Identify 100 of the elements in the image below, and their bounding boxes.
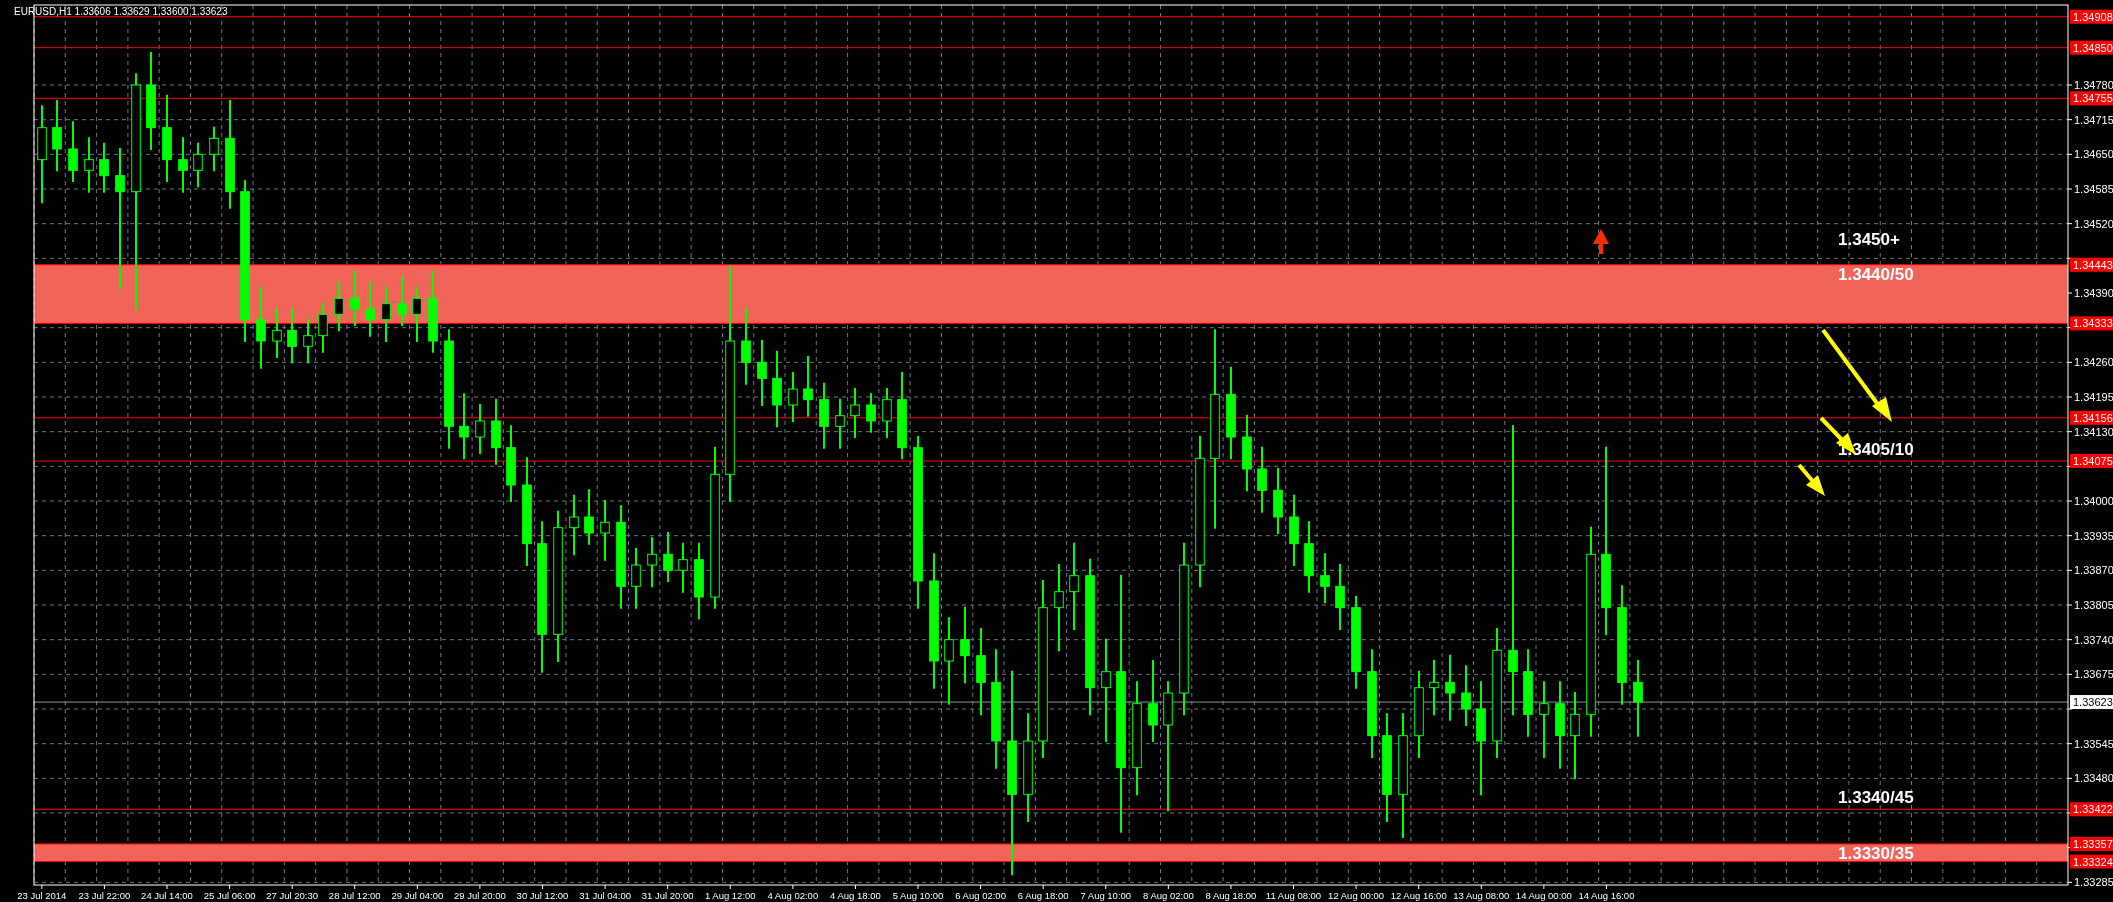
ref-line-label: 1.33623 [2073, 696, 2113, 709]
candlestick [84, 137, 94, 193]
candlestick [569, 494, 579, 556]
candlestick [866, 393, 876, 433]
y-tick-label: 1.33675 [2074, 668, 2113, 681]
candlestick [741, 308, 751, 385]
band-label: 1.3330/35 [1838, 843, 1914, 863]
candlestick [209, 126, 219, 172]
candlestick [178, 137, 188, 193]
candlestick [835, 398, 845, 449]
candlestick [1508, 425, 1518, 716]
candlestick [99, 142, 109, 193]
ref-line-label: 1.33357 [2073, 837, 2113, 850]
x-tick-label: 5 Aug 10:00 [892, 890, 944, 901]
x-tick-label: 11 Aug 08:00 [1265, 890, 1322, 901]
candlestick [757, 340, 767, 406]
x-tick-label: 14 Aug 16:00 [1578, 890, 1635, 901]
candlestick [334, 281, 344, 332]
y-tick-label: 1.34390 [2074, 287, 2113, 299]
x-tick-label: 12 Aug 16:00 [1390, 890, 1447, 901]
candlestick [272, 308, 282, 358]
x-tick-label: 30 Jul 12:00 [516, 890, 569, 901]
annotation: 1.3340/45 [1838, 788, 1914, 808]
annotation: 1.3405/10 [1838, 440, 1914, 459]
y-tick-label: 1.34780 [2074, 79, 2113, 91]
ref-line-label: 1.34156 [2073, 411, 2113, 424]
x-tick-label: 14 Aug 00:00 [1515, 890, 1572, 901]
candlestick [1429, 660, 1439, 716]
y-tick-label: 1.33935 [2074, 529, 2113, 542]
candlestick [631, 548, 641, 609]
candlestick [960, 606, 970, 684]
candlestick [256, 286, 266, 369]
y-tick-label: 1.34130 [2074, 425, 2113, 438]
ref-line-label: 1.34755 [2073, 92, 2113, 105]
x-tick-label: 29 Jul 04:00 [391, 890, 444, 901]
x-tick-label: 31 Jul 04:00 [579, 890, 631, 901]
x-tick-label: 25 Jul 06:00 [203, 890, 256, 901]
candlestick [678, 542, 688, 593]
candlestick [1054, 564, 1064, 652]
y-tick-label: 1.34715 [2074, 113, 2113, 126]
x-tick-label: 6 Aug 02:00 [955, 890, 1006, 901]
x-tick-label: 12 Aug 00:00 [1328, 890, 1385, 901]
ref-line-label: 1.33324 [2073, 855, 2113, 868]
candlestick [350, 270, 360, 326]
candlestick [1335, 564, 1345, 630]
ref-line-label: 1.34333 [2073, 317, 2113, 330]
candlestick [788, 372, 798, 422]
candlestick [412, 286, 422, 342]
x-tick-label: 29 Jul 20:00 [454, 890, 506, 901]
y-tick-label: 1.34585 [2074, 183, 2113, 195]
candlestick [381, 286, 391, 342]
candlestick [459, 393, 469, 460]
band-label: 1.3440/50 [1838, 264, 1914, 284]
candlestick [287, 308, 297, 364]
x-tick-label: 4 Aug 18:00 [830, 890, 881, 901]
ref-line-label: 1.34075 [2073, 455, 2113, 467]
x-tick-label: 1 Aug 12:00 [704, 890, 756, 901]
x-tick-label: 6 Aug 18:00 [1017, 890, 1069, 901]
chart-title: EURUSD,H1 1.33606 1.33629 1.33600 1.33623 [14, 6, 228, 17]
y-tick-label: 1.33285 [2074, 876, 2113, 889]
candlestick [600, 500, 610, 561]
ref-line-label: 1.34850 [2073, 41, 2113, 54]
y-tick-label: 1.34650 [2074, 148, 2113, 161]
x-tick-label: 8 Aug 02:00 [1142, 890, 1194, 901]
candlestick [663, 532, 673, 582]
candlestick [803, 356, 813, 417]
x-tick-label: 4 Aug 02:00 [767, 890, 819, 901]
candlestick [193, 142, 203, 188]
x-tick-label: 8 Aug 18:00 [1205, 890, 1257, 901]
x-tick-label: 7 Aug 10:00 [1080, 890, 1132, 901]
candlestick [1069, 542, 1079, 630]
y-tick-label: 1.33545 [2074, 737, 2113, 750]
candlestick [303, 318, 313, 364]
x-tick-label: 23 Jul 22:00 [78, 890, 131, 901]
y-tick-label: 1.33805 [2074, 599, 2113, 611]
ref-line-label: 1.33422 [2073, 803, 2113, 816]
y-tick-label: 1.33870 [2074, 564, 2113, 577]
x-tick-label: 24 Jul 14:00 [141, 890, 193, 901]
candlestick [318, 302, 328, 353]
y-tick-label: 1.34195 [2074, 391, 2113, 403]
candlestick [1148, 660, 1158, 742]
candlestick [1570, 692, 1580, 780]
candlestick [850, 388, 860, 438]
candlestick [1445, 654, 1455, 721]
x-tick-label: 28 Jul 12:00 [328, 890, 381, 901]
y-tick-label: 1.34000 [2074, 495, 2113, 507]
candlestick [584, 489, 594, 545]
x-tick-label: 23 Jul 2014 [17, 890, 67, 901]
candlestick [475, 404, 485, 454]
candlestick [1633, 660, 1643, 737]
ref-line-label: 1.34443 [2073, 258, 2113, 271]
candlestick [397, 276, 407, 326]
y-tick-label: 1.34260 [2074, 356, 2113, 369]
candlestick [647, 537, 657, 588]
candlestick [365, 281, 375, 337]
y-tick-label: 1.33480 [2074, 772, 2113, 785]
y-tick-label: 1.34520 [2074, 217, 2113, 230]
candlestick [115, 148, 125, 289]
candlestick [68, 121, 78, 182]
ref-line-label: 1.34908 [2073, 10, 2113, 23]
